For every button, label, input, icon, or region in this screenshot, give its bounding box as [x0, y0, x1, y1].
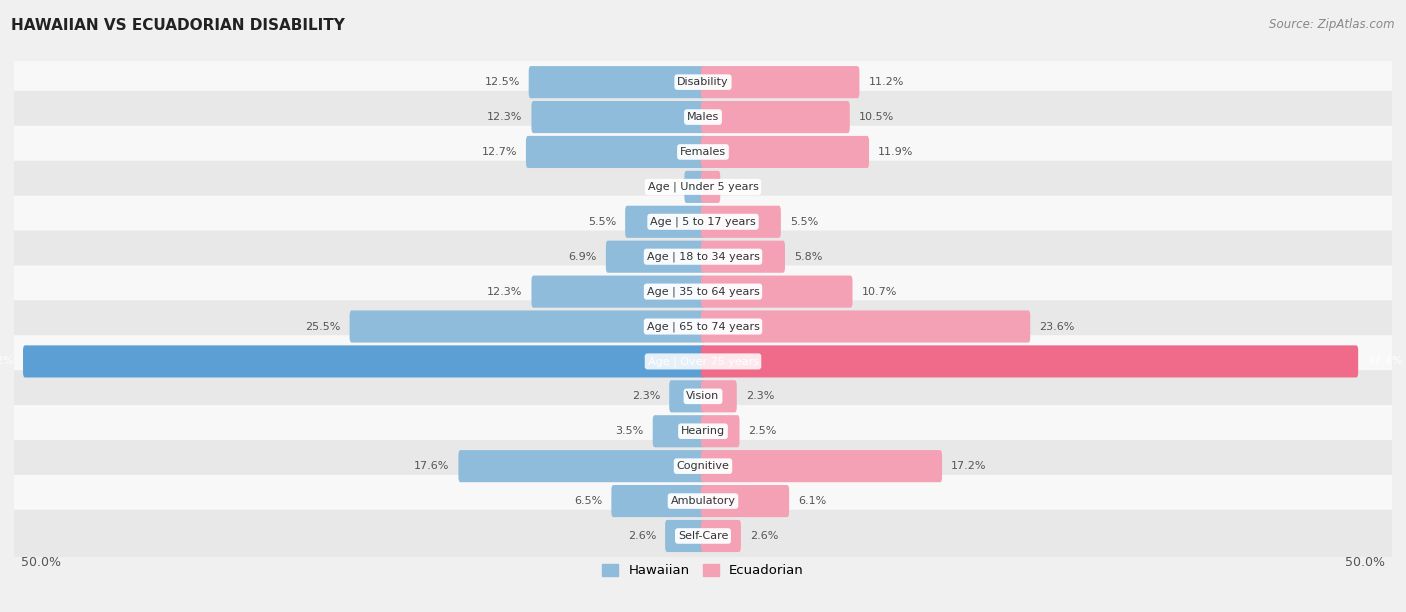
FancyBboxPatch shape: [702, 380, 737, 412]
FancyBboxPatch shape: [350, 310, 704, 343]
Text: 6.9%: 6.9%: [568, 252, 598, 262]
Text: 49.2%: 49.2%: [0, 356, 14, 367]
FancyBboxPatch shape: [702, 520, 741, 552]
Text: 25.5%: 25.5%: [305, 321, 340, 332]
FancyBboxPatch shape: [529, 66, 704, 98]
Text: 5.5%: 5.5%: [588, 217, 616, 227]
FancyBboxPatch shape: [10, 196, 1396, 248]
FancyBboxPatch shape: [10, 370, 1396, 422]
Text: 12.3%: 12.3%: [486, 112, 523, 122]
FancyBboxPatch shape: [10, 161, 1396, 213]
Text: Disability: Disability: [678, 77, 728, 87]
Text: 10.5%: 10.5%: [859, 112, 894, 122]
Text: Ambulatory: Ambulatory: [671, 496, 735, 506]
Text: 2.6%: 2.6%: [749, 531, 779, 541]
FancyBboxPatch shape: [10, 300, 1396, 353]
Text: HAWAIIAN VS ECUADORIAN DISABILITY: HAWAIIAN VS ECUADORIAN DISABILITY: [11, 18, 344, 34]
FancyBboxPatch shape: [702, 450, 942, 482]
Text: Age | Under 5 years: Age | Under 5 years: [648, 182, 758, 192]
FancyBboxPatch shape: [702, 66, 859, 98]
FancyBboxPatch shape: [10, 405, 1396, 457]
Text: 17.6%: 17.6%: [415, 461, 450, 471]
Text: Vision: Vision: [686, 391, 720, 401]
Legend: Hawaiian, Ecuadorian: Hawaiian, Ecuadorian: [596, 559, 810, 583]
FancyBboxPatch shape: [702, 275, 852, 308]
Text: 2.5%: 2.5%: [748, 426, 778, 436]
FancyBboxPatch shape: [10, 126, 1396, 178]
Text: Source: ZipAtlas.com: Source: ZipAtlas.com: [1270, 18, 1395, 31]
Text: 5.8%: 5.8%: [794, 252, 823, 262]
Text: Age | Over 75 years: Age | Over 75 years: [648, 356, 758, 367]
FancyBboxPatch shape: [10, 510, 1396, 562]
Text: 11.9%: 11.9%: [877, 147, 914, 157]
Text: 5.5%: 5.5%: [790, 217, 818, 227]
FancyBboxPatch shape: [22, 345, 704, 378]
Text: Self-Care: Self-Care: [678, 531, 728, 541]
Text: 47.4%: 47.4%: [1367, 356, 1403, 367]
FancyBboxPatch shape: [612, 485, 704, 517]
FancyBboxPatch shape: [10, 56, 1396, 108]
Text: 1.1%: 1.1%: [730, 182, 758, 192]
Text: Cognitive: Cognitive: [676, 461, 730, 471]
FancyBboxPatch shape: [702, 241, 785, 273]
FancyBboxPatch shape: [626, 206, 704, 238]
Text: Age | 35 to 64 years: Age | 35 to 64 years: [647, 286, 759, 297]
Text: Males: Males: [688, 112, 718, 122]
Text: 1.2%: 1.2%: [647, 182, 675, 192]
Text: 3.5%: 3.5%: [616, 426, 644, 436]
FancyBboxPatch shape: [702, 415, 740, 447]
Text: 12.5%: 12.5%: [484, 77, 520, 87]
FancyBboxPatch shape: [702, 171, 720, 203]
Text: 2.3%: 2.3%: [745, 391, 775, 401]
FancyBboxPatch shape: [606, 241, 704, 273]
FancyBboxPatch shape: [526, 136, 704, 168]
Text: 2.6%: 2.6%: [627, 531, 657, 541]
FancyBboxPatch shape: [10, 91, 1396, 143]
Text: 23.6%: 23.6%: [1039, 321, 1074, 332]
FancyBboxPatch shape: [10, 440, 1396, 492]
FancyBboxPatch shape: [665, 520, 704, 552]
Text: 12.7%: 12.7%: [481, 147, 517, 157]
FancyBboxPatch shape: [10, 266, 1396, 318]
FancyBboxPatch shape: [10, 231, 1396, 283]
Text: Age | 5 to 17 years: Age | 5 to 17 years: [650, 217, 756, 227]
FancyBboxPatch shape: [702, 206, 780, 238]
FancyBboxPatch shape: [702, 136, 869, 168]
FancyBboxPatch shape: [702, 485, 789, 517]
Text: 50.0%: 50.0%: [1346, 556, 1385, 569]
Text: 6.1%: 6.1%: [799, 496, 827, 506]
FancyBboxPatch shape: [702, 345, 1358, 378]
FancyBboxPatch shape: [669, 380, 704, 412]
Text: Hearing: Hearing: [681, 426, 725, 436]
FancyBboxPatch shape: [10, 475, 1396, 528]
FancyBboxPatch shape: [458, 450, 704, 482]
FancyBboxPatch shape: [531, 101, 704, 133]
Text: Age | 65 to 74 years: Age | 65 to 74 years: [647, 321, 759, 332]
FancyBboxPatch shape: [531, 275, 704, 308]
FancyBboxPatch shape: [685, 171, 704, 203]
Text: Age | 18 to 34 years: Age | 18 to 34 years: [647, 252, 759, 262]
Text: Females: Females: [681, 147, 725, 157]
Text: 2.3%: 2.3%: [631, 391, 661, 401]
FancyBboxPatch shape: [10, 335, 1396, 387]
Text: 12.3%: 12.3%: [486, 286, 523, 297]
Text: 17.2%: 17.2%: [950, 461, 987, 471]
Text: 11.2%: 11.2%: [869, 77, 904, 87]
FancyBboxPatch shape: [702, 310, 1031, 343]
FancyBboxPatch shape: [652, 415, 704, 447]
FancyBboxPatch shape: [702, 101, 849, 133]
Text: 10.7%: 10.7%: [862, 286, 897, 297]
Text: 6.5%: 6.5%: [574, 496, 602, 506]
Text: 50.0%: 50.0%: [21, 556, 60, 569]
